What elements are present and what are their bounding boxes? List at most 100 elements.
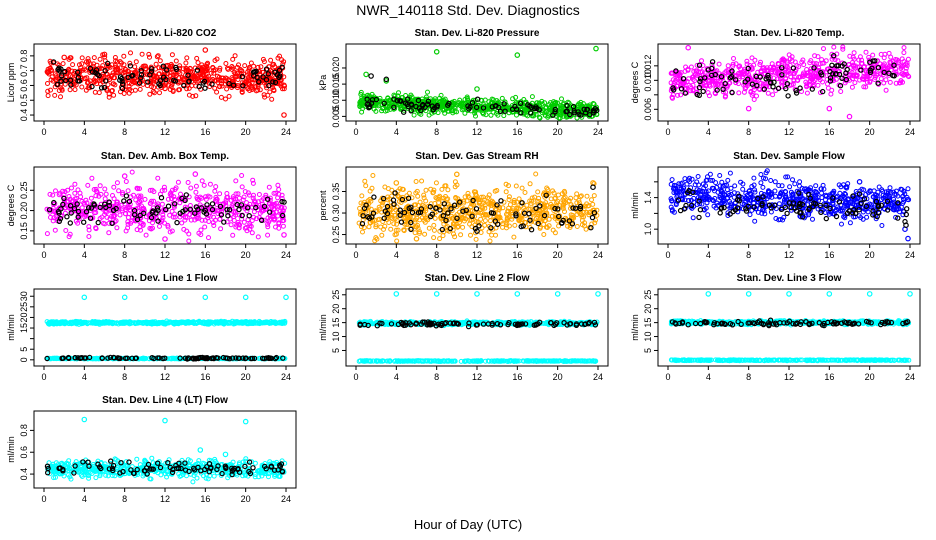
data-series bbox=[44, 294, 289, 327]
data-point bbox=[776, 201, 782, 207]
data-point bbox=[188, 69, 193, 75]
y-tick-label: 0.015 bbox=[331, 73, 341, 96]
data-point bbox=[102, 78, 109, 84]
data-point bbox=[113, 70, 119, 76]
data-point bbox=[452, 105, 458, 111]
data-point bbox=[60, 61, 66, 67]
data-point bbox=[688, 64, 694, 70]
data-point bbox=[859, 76, 865, 82]
data-point bbox=[44, 231, 50, 237]
data-point bbox=[197, 71, 203, 77]
data-point bbox=[707, 171, 713, 177]
data-point bbox=[503, 189, 509, 195]
data-point bbox=[100, 63, 106, 69]
data-point bbox=[388, 226, 394, 232]
data-point bbox=[123, 67, 129, 73]
data-point bbox=[772, 179, 778, 185]
data-point bbox=[127, 60, 133, 66]
data-point bbox=[886, 70, 892, 76]
data-point bbox=[431, 227, 437, 233]
data-point bbox=[58, 94, 63, 100]
data-point bbox=[811, 65, 817, 71]
data-point bbox=[872, 74, 878, 80]
data-point bbox=[111, 81, 116, 87]
data-point bbox=[808, 66, 814, 72]
data-point bbox=[895, 58, 901, 64]
y-tick-label: 0.6 bbox=[19, 79, 29, 92]
data-point bbox=[67, 220, 74, 226]
data-point bbox=[811, 79, 816, 85]
data-point bbox=[804, 83, 810, 89]
data-point bbox=[279, 64, 285, 70]
data-point bbox=[138, 66, 144, 72]
data-point bbox=[69, 185, 74, 191]
data-point bbox=[239, 173, 245, 178]
data-point bbox=[779, 79, 785, 85]
data-point bbox=[408, 101, 414, 107]
data-point bbox=[709, 76, 715, 82]
data-point bbox=[696, 92, 703, 99]
data-point bbox=[685, 67, 691, 73]
data-point bbox=[141, 72, 147, 78]
data-point bbox=[89, 175, 95, 181]
data-point bbox=[420, 101, 426, 108]
data-point bbox=[542, 112, 548, 118]
data-point bbox=[217, 65, 223, 71]
data-point bbox=[214, 89, 220, 95]
data-point bbox=[159, 201, 165, 207]
y-tick-label: 1.0 bbox=[643, 223, 653, 236]
data-point bbox=[232, 53, 238, 59]
data-point bbox=[85, 80, 90, 86]
data-point bbox=[780, 57, 786, 63]
data-point bbox=[531, 113, 537, 119]
data-point bbox=[864, 79, 870, 85]
data-point bbox=[900, 71, 906, 77]
data-point bbox=[223, 75, 229, 81]
data-point bbox=[446, 108, 452, 114]
data-point bbox=[217, 191, 223, 197]
data-point bbox=[762, 67, 768, 73]
data-point bbox=[891, 73, 897, 79]
data-point bbox=[594, 107, 600, 114]
data-point bbox=[536, 100, 542, 106]
data-point bbox=[147, 54, 152, 60]
data-point bbox=[835, 62, 842, 69]
data-point bbox=[246, 71, 252, 77]
data-point bbox=[812, 73, 817, 79]
data-point bbox=[696, 84, 703, 91]
data-point bbox=[243, 76, 249, 82]
x-tick-label: 12 bbox=[472, 127, 482, 137]
data-point bbox=[590, 201, 596, 207]
data-point bbox=[483, 112, 489, 118]
data-point bbox=[678, 86, 685, 92]
data-point bbox=[210, 65, 216, 70]
data-point bbox=[740, 186, 746, 192]
data-point bbox=[836, 71, 843, 78]
data-point bbox=[481, 107, 487, 113]
data-point bbox=[126, 80, 132, 86]
data-point bbox=[751, 87, 757, 93]
data-point bbox=[155, 175, 161, 181]
data-point bbox=[102, 68, 108, 74]
data-point bbox=[184, 86, 190, 92]
data-point-outlier bbox=[101, 51, 108, 58]
data-point bbox=[425, 98, 432, 105]
data-point bbox=[713, 180, 719, 186]
data-point bbox=[366, 101, 372, 108]
x-tick-label: 4 bbox=[82, 250, 87, 260]
data-point bbox=[149, 66, 155, 72]
data-point bbox=[50, 192, 56, 198]
data-point bbox=[49, 74, 55, 80]
data-point bbox=[775, 85, 782, 92]
x-tick-label: 16 bbox=[512, 250, 522, 260]
data-point bbox=[102, 186, 108, 192]
y-tick-label: 0.5 bbox=[19, 94, 29, 107]
data-point bbox=[527, 181, 533, 187]
data-point bbox=[208, 70, 214, 76]
data-point-outlier bbox=[685, 44, 692, 51]
data-point bbox=[861, 64, 867, 70]
data-point bbox=[797, 183, 802, 189]
data-point bbox=[827, 75, 834, 81]
data-point bbox=[851, 50, 857, 56]
